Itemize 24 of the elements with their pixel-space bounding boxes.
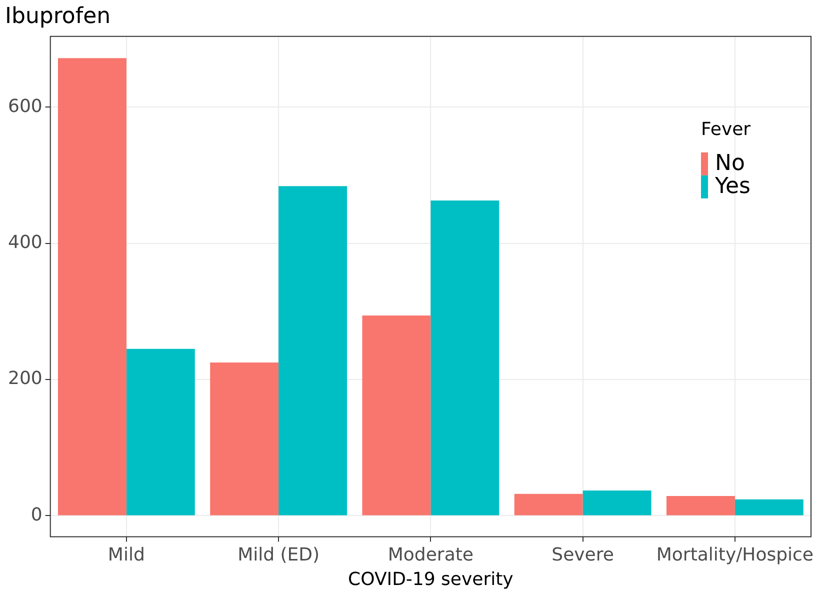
chart-title: Ibuprofen — [5, 4, 111, 29]
bar — [58, 58, 126, 516]
x-axis-title: COVID-19 severity — [348, 568, 514, 590]
x-tick-label: Moderate — [388, 544, 474, 566]
y-tick-label: 0 — [30, 504, 42, 526]
x-tick-label: Mortality/Hospice — [656, 544, 814, 566]
bar — [582, 490, 652, 516]
legend-label: No — [715, 151, 745, 176]
bar — [210, 362, 279, 516]
y-tick-label: 600 — [8, 96, 42, 117]
legend-title: Fever — [701, 119, 752, 140]
legend-label: Yes — [714, 174, 751, 200]
y-tick-label: 200 — [8, 368, 42, 390]
x-tick-label: Mild — [108, 544, 145, 566]
y-tick-label: 400 — [8, 232, 42, 254]
bar — [734, 499, 804, 516]
bar — [430, 200, 500, 516]
x-tick-label: Mild (ED) — [238, 544, 320, 566]
bar — [278, 186, 348, 516]
bar — [666, 496, 735, 516]
bar — [362, 316, 431, 516]
bar — [514, 494, 583, 516]
x-tick-label: Severe — [552, 544, 614, 566]
bar — [126, 348, 195, 516]
